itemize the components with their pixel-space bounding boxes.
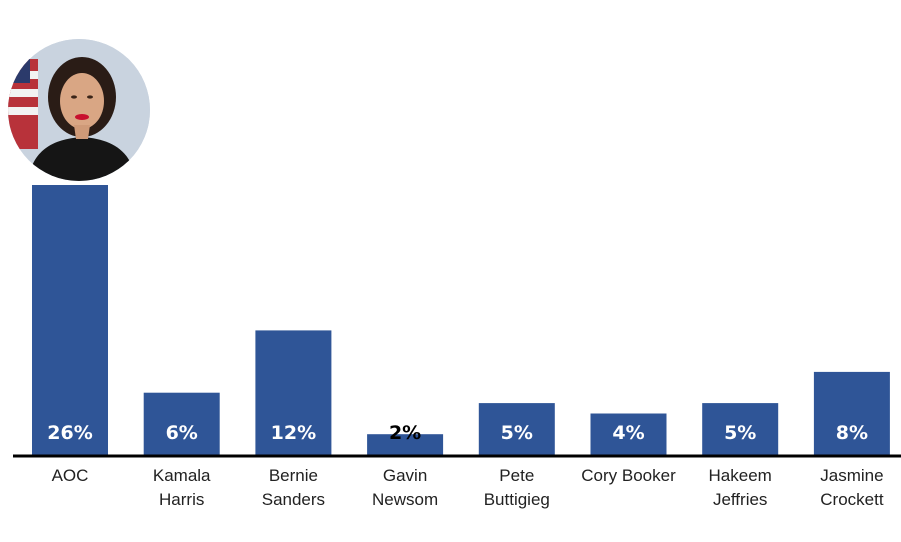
category-label: Jeffries (713, 490, 768, 509)
bar-value-label: 26% (47, 422, 92, 444)
bar (813, 371, 890, 455)
category-label: Jasmine (820, 466, 883, 485)
category-label: Gavin (383, 466, 427, 485)
category-label: AOC (52, 466, 89, 485)
category-label: Sanders (262, 490, 325, 509)
bar (590, 413, 667, 455)
bar-value-label: 5% (724, 422, 756, 444)
bar-value-label: 4% (612, 422, 644, 444)
category-label: Hakeem (709, 466, 772, 485)
bar-value-label: 8% (836, 422, 868, 444)
category-label: Crockett (820, 490, 884, 509)
category-label: Newsom (372, 490, 438, 509)
bar (32, 185, 108, 455)
bar-value-label: 6% (166, 422, 198, 444)
category-label: Buttigieg (484, 490, 550, 509)
bar (367, 434, 444, 455)
bar-value-label: 2% (389, 422, 421, 444)
portrait-photo (8, 39, 150, 181)
bar (478, 403, 555, 455)
category-label: Kamala (153, 466, 211, 485)
bar (143, 392, 220, 455)
category-label: Cory Booker (581, 466, 676, 485)
bar-value-label: 12% (271, 422, 316, 444)
category-label: Harris (159, 490, 204, 509)
bar-value-label: 5% (501, 422, 533, 444)
bar (702, 403, 779, 455)
bar (255, 330, 332, 455)
category-label: Bernie (269, 466, 318, 485)
category-label: Pete (499, 466, 534, 485)
